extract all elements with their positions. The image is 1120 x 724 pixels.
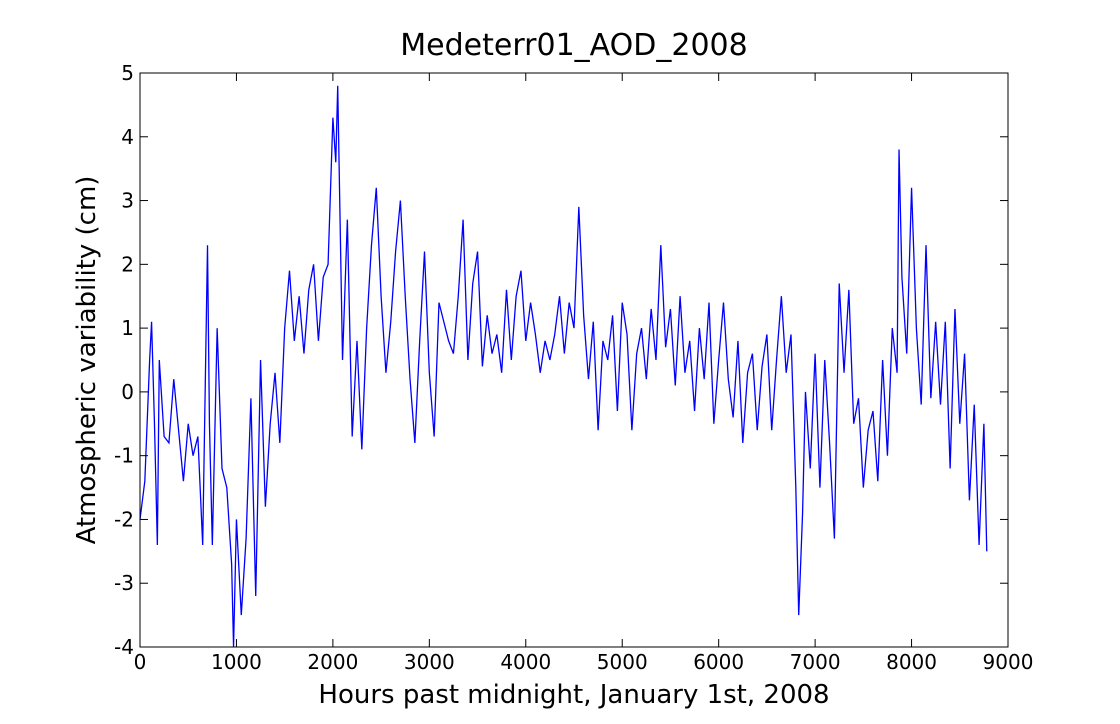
x-tick-label: 3000 <box>404 650 455 674</box>
plot-frame <box>139 72 1009 648</box>
x-tick-label: 5000 <box>597 650 648 674</box>
y-tick-label: 2 <box>121 252 134 276</box>
y-tick-label: 3 <box>121 189 134 213</box>
x-tick-label: 2000 <box>307 650 358 674</box>
y-tick-label: 4 <box>121 125 134 149</box>
x-tick-label: 9000 <box>983 650 1034 674</box>
x-tick-label: 7000 <box>790 650 841 674</box>
x-tick-label: 8000 <box>886 650 937 674</box>
chart-title: Medeterr01_AOD_2008 <box>400 28 747 63</box>
y-tick-label: 5 <box>121 61 134 85</box>
x-axis-label: Hours past midnight, January 1st, 2008 <box>318 680 829 710</box>
y-tick-label: -2 <box>114 507 134 531</box>
x-tick-label: 0 <box>134 650 147 674</box>
x-tick-label: 1000 <box>211 650 262 674</box>
y-tick-label: 0 <box>121 380 134 404</box>
x-tick-label: 6000 <box>693 650 744 674</box>
y-tick-label: 1 <box>121 316 134 340</box>
y-tick-label: -3 <box>114 571 134 595</box>
x-tick-label: 4000 <box>500 650 551 674</box>
y-tick-label: -4 <box>114 635 134 659</box>
y-tick-label: -1 <box>114 444 134 468</box>
data-line <box>139 85 988 648</box>
y-axis-label: Atmospheric variability (cm) <box>72 176 102 545</box>
